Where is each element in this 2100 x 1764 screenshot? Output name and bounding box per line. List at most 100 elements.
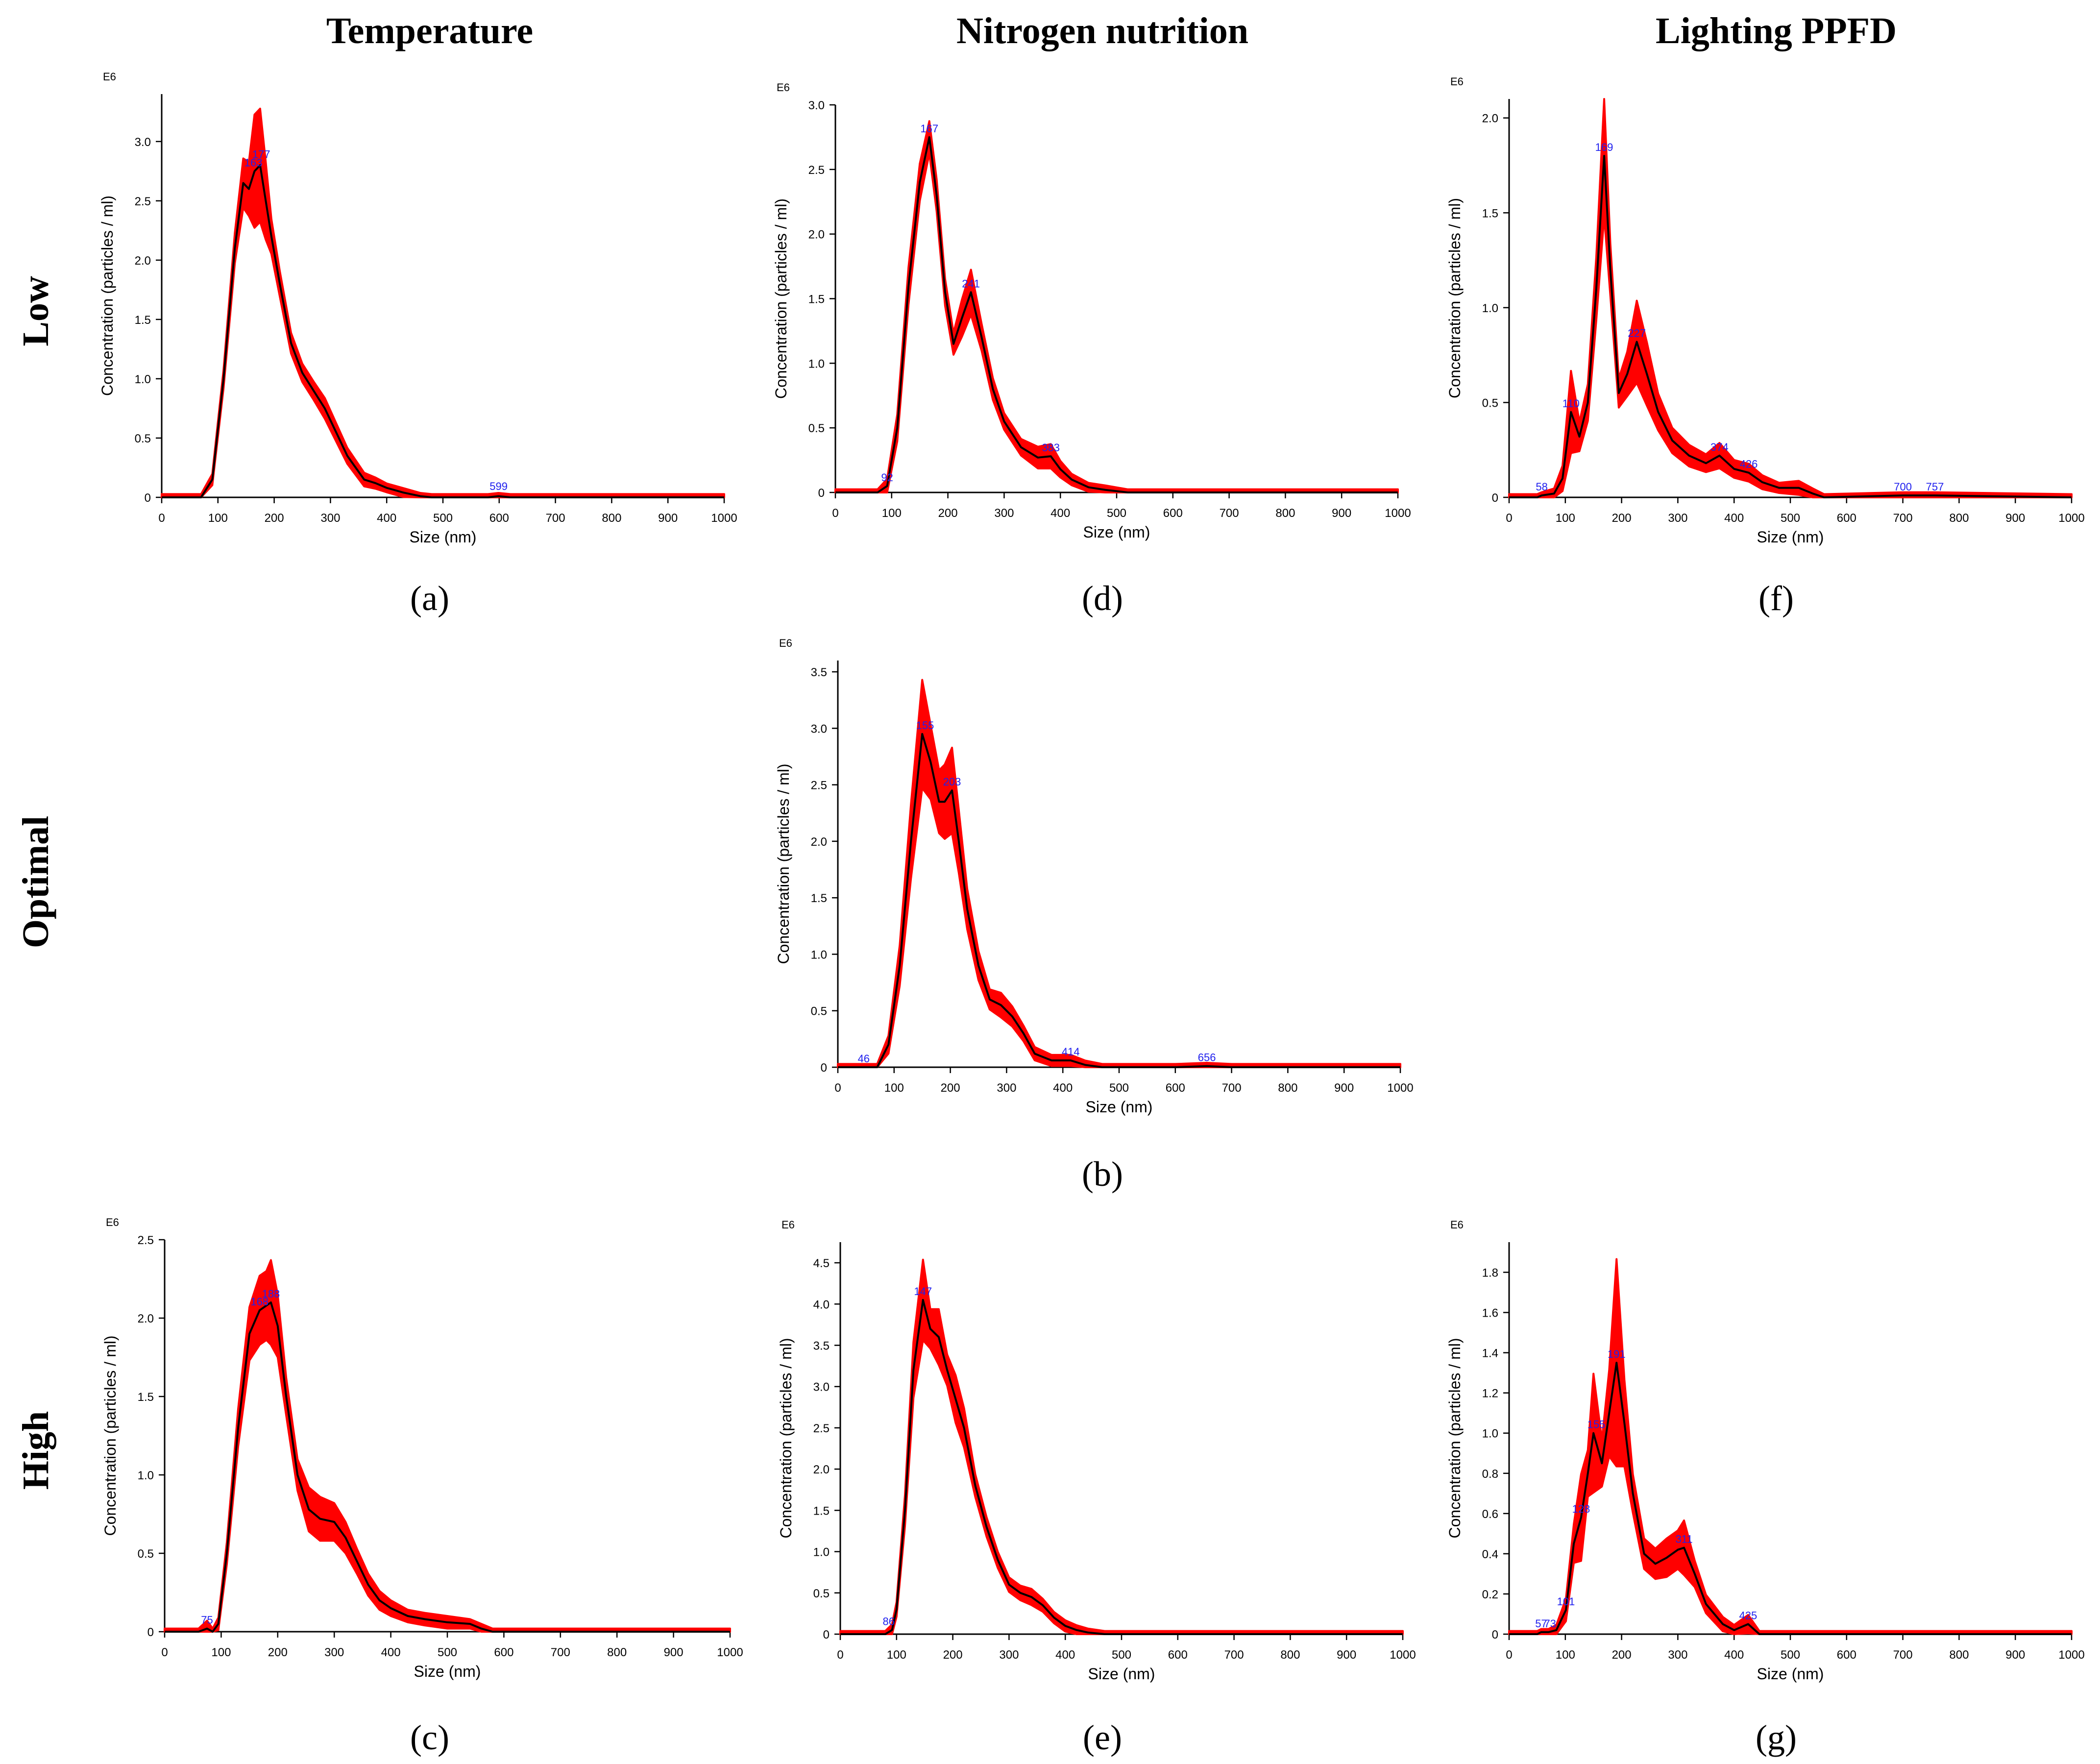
x-tick-label: 600: [1837, 1648, 1856, 1662]
peak-label: 128: [1572, 1503, 1590, 1515]
x-tick-label: 800: [1275, 507, 1295, 520]
chart-a: 0 100 200 300 400 500 600 700 800 900 1000 0 0.5 1.0 1…: [98, 71, 737, 618]
x-axis-title: Size (nm): [1083, 523, 1150, 541]
peak-label: 86: [882, 1616, 894, 1628]
exponent-label: E6: [103, 71, 116, 83]
y-tick-label: 0.6: [1482, 1508, 1498, 1521]
y-tick-label: 0: [147, 1626, 154, 1639]
x-tick-label: 1000: [1385, 507, 1411, 520]
x-axis-title: Size (nm): [414, 1663, 481, 1680]
x-tick-label: 0: [1506, 1648, 1512, 1662]
x-tick-label: 1000: [717, 1646, 743, 1659]
exponent-label: E6: [106, 1216, 119, 1228]
panel-label: (f): [1758, 579, 1794, 618]
chart-c: 0 100 200 300 400 500 600 700 800 900 1000 0 0.5 1.0 1…: [101, 1216, 743, 1757]
x-tick-label: 600: [1837, 512, 1856, 525]
x-tick-label: 900: [658, 512, 678, 525]
y-tick-label: 1.0: [135, 373, 151, 386]
peak-label: 46: [858, 1053, 870, 1065]
mean-concentration-line: [838, 733, 1400, 1068]
exponent-label: E6: [779, 637, 792, 649]
y-tick-label: 1.5: [808, 293, 825, 306]
x-tick-label: 600: [494, 1646, 513, 1659]
y-tick-label: 3.5: [811, 666, 827, 679]
x-tick-label: 600: [1168, 1648, 1188, 1662]
y-tick-label: 0.2: [1482, 1588, 1498, 1601]
x-tick-label: 300: [999, 1648, 1019, 1662]
y-tick-label: 2.0: [808, 228, 825, 242]
peak-label: 73: [1544, 1617, 1556, 1630]
y-axis-title: Concentration (particles / ml): [777, 1338, 795, 1538]
y-tick-label: 1.0: [1482, 302, 1498, 315]
x-tick-label: 0: [837, 1648, 843, 1662]
x-tick-label: 1000: [1387, 1081, 1413, 1095]
peak-label: 167: [920, 122, 938, 135]
y-tick-label: 3.0: [135, 136, 151, 149]
x-tick-label: 500: [438, 1646, 457, 1659]
x-tick-label: 800: [602, 512, 621, 525]
x-tick-label: 300: [997, 1081, 1016, 1095]
x-tick-label: 700: [1220, 507, 1239, 520]
y-tick-label: 0: [823, 1628, 830, 1642]
peak-label: 188: [262, 1288, 280, 1300]
y-tick-label: 0: [145, 491, 151, 505]
exponent-label: E6: [1450, 1219, 1464, 1231]
x-tick-label: 200: [938, 507, 958, 520]
x-tick-label: 100: [884, 1081, 904, 1095]
x-tick-label: 0: [1506, 512, 1512, 525]
y-tick-label: 4.0: [813, 1298, 830, 1311]
x-tick-label: 700: [1893, 1648, 1913, 1662]
peak-label: 92: [881, 471, 893, 484]
y-axis-title: Concentration (particles / ml): [101, 1335, 119, 1536]
y-tick-label: 3.0: [808, 99, 825, 112]
panel-label: (b): [1082, 1154, 1123, 1194]
mean-concentration-line: [1509, 1362, 2072, 1635]
x-tick-label: 200: [1612, 1648, 1632, 1662]
mean-concentration-line: [840, 1298, 1403, 1635]
panel-label: (c): [410, 1718, 449, 1757]
x-tick-label: 100: [211, 1646, 231, 1659]
peak-label: 414: [1062, 1046, 1080, 1058]
x-axis-title: Size (nm): [1757, 528, 1824, 546]
x-tick-label: 300: [320, 512, 340, 525]
peak-label: 203: [943, 776, 961, 788]
x-tick-label: 400: [377, 512, 396, 525]
y-tick-label: 1.2: [1482, 1387, 1498, 1400]
y-tick-label: 2.0: [813, 1463, 830, 1476]
error-band: [164, 1259, 731, 1633]
peak-label: 147: [914, 1285, 932, 1298]
chart-g: 0 100 200 300 400 500 600 700 800 900 1000 0 0.2 0.4 0…: [1446, 1219, 2085, 1757]
x-tick-label: 900: [1337, 1648, 1356, 1662]
peak-label: 155: [1587, 1419, 1606, 1431]
x-tick-label: 0: [834, 1081, 841, 1095]
y-tick-label: 0.5: [138, 1547, 154, 1561]
peak-label: 169: [1595, 141, 1613, 153]
x-tick-label: 1000: [711, 512, 737, 525]
x-tick-label: 300: [324, 1646, 344, 1659]
x-tick-label: 400: [1050, 507, 1070, 520]
y-tick-label: 1.5: [811, 892, 827, 905]
x-tick-label: 700: [551, 1646, 570, 1659]
y-tick-label: 1.6: [1482, 1307, 1498, 1320]
x-tick-label: 700: [1224, 1648, 1244, 1662]
x-tick-label: 400: [1724, 1648, 1744, 1662]
peak-label: 163: [244, 156, 263, 169]
y-tick-label: 1.8: [1482, 1267, 1498, 1280]
y-tick-label: 0: [818, 487, 825, 500]
chart-b: 0 100 200 300 400 500 600 700 800 900 1000 0 0.5 1.0 1…: [775, 637, 1414, 1194]
column-header-lighting: Lighting PPFD: [1656, 10, 1897, 51]
x-tick-label: 500: [433, 512, 453, 525]
x-tick-label: 700: [546, 512, 565, 525]
x-tick-label: 300: [1668, 1648, 1687, 1662]
row-label-low: Low: [15, 276, 56, 346]
mean-concentration-line: [1509, 155, 2072, 498]
exponent-label: E6: [781, 1219, 795, 1231]
y-tick-label: 2.0: [811, 835, 827, 849]
x-tick-label: 500: [1781, 512, 1800, 525]
y-tick-label: 0.5: [1482, 396, 1498, 410]
x-tick-label: 900: [2005, 512, 2025, 525]
exponent-label: E6: [777, 81, 790, 94]
peak-label: 426: [1740, 458, 1758, 470]
x-tick-label: 200: [268, 1646, 288, 1659]
y-tick-label: 0: [821, 1061, 827, 1075]
